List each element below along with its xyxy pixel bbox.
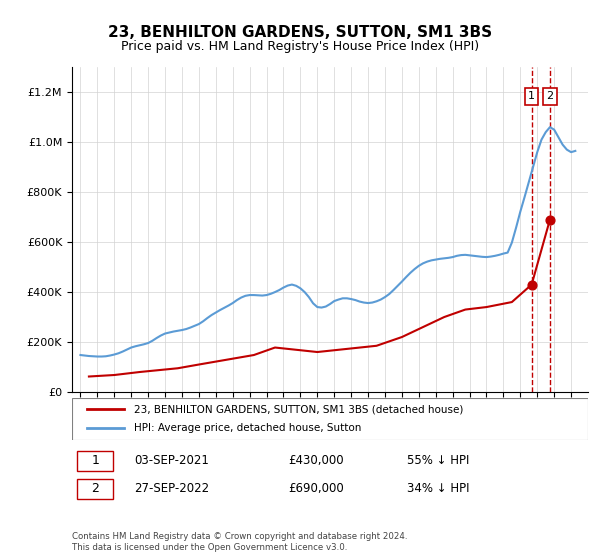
Text: HPI: Average price, detached house, Sutton: HPI: Average price, detached house, Sutt… bbox=[134, 423, 361, 433]
Text: 2: 2 bbox=[547, 91, 553, 101]
Text: Contains HM Land Registry data © Crown copyright and database right 2024.
This d: Contains HM Land Registry data © Crown c… bbox=[72, 532, 407, 552]
FancyBboxPatch shape bbox=[72, 398, 588, 440]
Text: 2: 2 bbox=[91, 482, 99, 495]
Text: 27-SEP-2022: 27-SEP-2022 bbox=[134, 482, 209, 495]
Text: 03-SEP-2021: 03-SEP-2021 bbox=[134, 454, 209, 467]
Text: 1: 1 bbox=[91, 454, 99, 467]
Text: 55% ↓ HPI: 55% ↓ HPI bbox=[407, 454, 470, 467]
Text: £690,000: £690,000 bbox=[289, 482, 344, 495]
Text: 23, BENHILTON GARDENS, SUTTON, SM1 3BS: 23, BENHILTON GARDENS, SUTTON, SM1 3BS bbox=[108, 25, 492, 40]
Text: 34% ↓ HPI: 34% ↓ HPI bbox=[407, 482, 470, 495]
Text: Price paid vs. HM Land Registry's House Price Index (HPI): Price paid vs. HM Land Registry's House … bbox=[121, 40, 479, 53]
Text: 1: 1 bbox=[528, 91, 535, 101]
FancyBboxPatch shape bbox=[77, 478, 113, 498]
Text: £430,000: £430,000 bbox=[289, 454, 344, 467]
FancyBboxPatch shape bbox=[77, 450, 113, 470]
Text: 23, BENHILTON GARDENS, SUTTON, SM1 3BS (detached house): 23, BENHILTON GARDENS, SUTTON, SM1 3BS (… bbox=[134, 404, 463, 414]
Point bbox=[527, 280, 536, 289]
Point bbox=[545, 215, 555, 224]
